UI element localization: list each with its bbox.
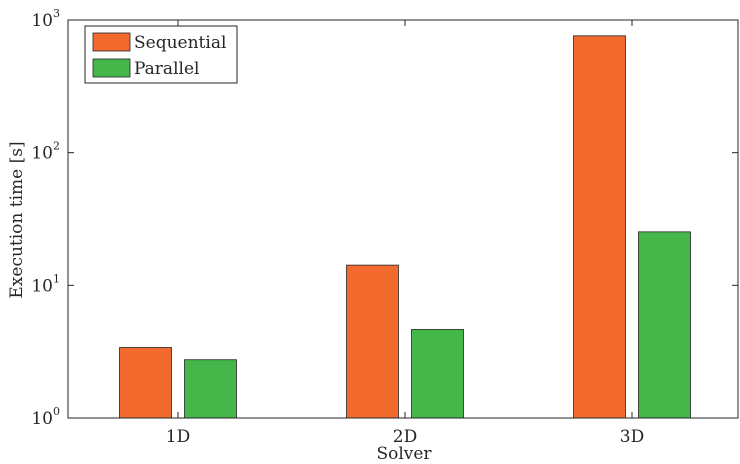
x-tick-label-3d: 3D xyxy=(620,427,644,447)
x-tick-label-2d: 2D xyxy=(393,427,417,447)
bar-sequential-3d xyxy=(573,35,626,419)
legend-label-sequential: Sequential xyxy=(134,33,226,53)
x-axis-label: Solver xyxy=(376,444,432,464)
x-tick-label-1d: 1D xyxy=(166,427,190,447)
y-axis-label: Execution time [s] xyxy=(7,141,27,298)
legend: Sequential Parallel xyxy=(84,25,238,84)
legend-label-parallel: Parallel xyxy=(134,59,199,79)
ticks-layer: 100 101 102 103 1D 2D 3D xyxy=(31,7,644,447)
bar-parallel-3d xyxy=(638,231,691,419)
bar-parallel-1d xyxy=(184,359,237,419)
legend-swatch-sequential xyxy=(92,32,131,52)
bars-layer xyxy=(119,35,691,419)
y-tick-label: 103 xyxy=(31,7,60,31)
axes-layer xyxy=(67,19,739,419)
y-tick-label: 102 xyxy=(31,140,60,164)
y-tick-label: 101 xyxy=(31,272,60,296)
bar-parallel-2d xyxy=(411,329,464,419)
y-tick-label: 100 xyxy=(31,405,60,429)
legend-swatch-parallel xyxy=(92,58,131,78)
bar-sequential-1d xyxy=(119,347,172,419)
plot-frame xyxy=(67,19,739,419)
bar-sequential-2d xyxy=(346,264,399,419)
